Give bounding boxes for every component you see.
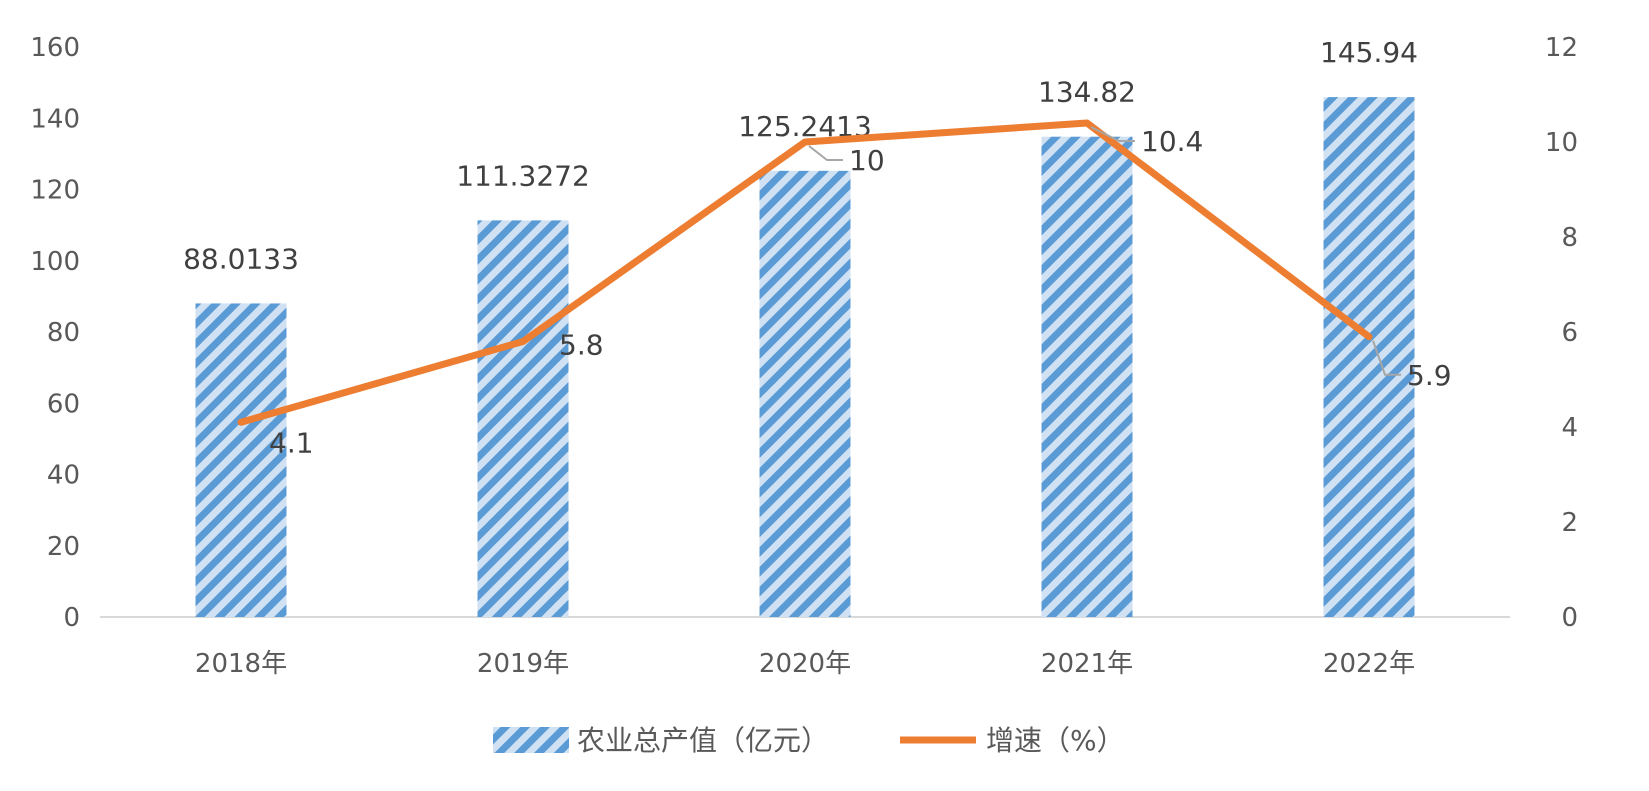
left-y-tick-label: 120 <box>30 176 80 206</box>
line-data-labels: 4.1 5.8 10 10.4 5.9 <box>269 125 1452 459</box>
left-y-tick-label: 0 <box>63 603 80 633</box>
bar <box>195 303 287 617</box>
left-y-tick-label: 20 <box>47 532 80 562</box>
legend-bar-label: 农业总产值（亿元） <box>577 724 829 757</box>
x-axis: 2018年 2019年 2020年 2021年 2022年 <box>195 649 1415 679</box>
left-y-tick-label: 80 <box>47 318 80 348</box>
bar-series <box>195 97 1415 618</box>
line-data-label: 4.1 <box>269 426 314 459</box>
bar <box>477 220 569 617</box>
right-y-tick-label: 8 <box>1561 223 1578 253</box>
line-label-leader <box>1090 126 1135 142</box>
line-data-label: 5.9 <box>1407 359 1452 392</box>
growth-line <box>237 119 1373 426</box>
x-tick-label: 2018年 <box>195 649 287 679</box>
right-y-tick-label: 4 <box>1561 413 1578 443</box>
line-data-label: 5.8 <box>559 329 604 362</box>
left-y-tick-label: 100 <box>30 247 80 277</box>
bar-data-label: 134.82 <box>1038 76 1136 109</box>
legend-bar-swatch <box>493 727 569 753</box>
left-y-tick-label: 160 <box>30 33 80 63</box>
bar <box>759 170 851 617</box>
bar <box>1041 136 1133 618</box>
bar <box>1323 97 1415 618</box>
legend-line-label: 增速（%） <box>986 724 1125 757</box>
left-y-axis: 0 20 40 60 80 100 120 140 160 <box>30 33 80 633</box>
bar-data-label: 145.94 <box>1320 36 1418 69</box>
right-y-axis: 0 2 4 6 8 10 12 <box>1545 33 1578 633</box>
line-series <box>237 119 1373 426</box>
line-data-label: 10.4 <box>1141 125 1203 158</box>
legend: 农业总产值（亿元） 增速（%） <box>493 724 1125 757</box>
right-y-tick-label: 2 <box>1561 508 1578 538</box>
bar-data-label: 111.3272 <box>456 159 590 192</box>
right-y-tick-label: 12 <box>1545 33 1578 63</box>
x-tick-label: 2021年 <box>1041 649 1133 679</box>
right-y-tick-label: 0 <box>1561 603 1578 633</box>
line-label-leader <box>1372 340 1401 376</box>
x-tick-label: 2019年 <box>477 649 569 679</box>
right-y-tick-label: 10 <box>1545 128 1578 158</box>
left-y-tick-label: 140 <box>30 104 80 134</box>
x-tick-label: 2020年 <box>759 649 851 679</box>
left-y-tick-label: 60 <box>47 389 80 419</box>
right-y-tick-label: 6 <box>1561 318 1578 348</box>
x-tick-label: 2022年 <box>1323 649 1415 679</box>
left-y-tick-label: 40 <box>47 461 80 491</box>
bar-data-label: 88.0133 <box>183 242 299 275</box>
line-label-leader <box>808 145 843 161</box>
line-data-label: 10 <box>849 144 885 177</box>
